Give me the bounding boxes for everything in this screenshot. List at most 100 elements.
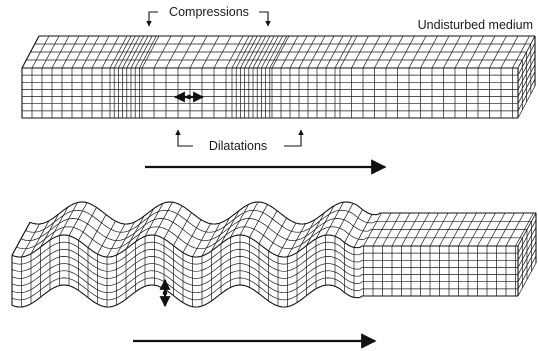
top-column-line xyxy=(61,35,80,69)
top-column-line xyxy=(420,35,438,69)
top-column-line xyxy=(298,35,317,69)
top-column-line xyxy=(431,35,450,69)
top-column-line xyxy=(40,214,59,248)
top-column-line xyxy=(244,35,262,69)
top-column-line xyxy=(466,35,484,69)
top-column-line xyxy=(265,35,283,69)
top-column-line xyxy=(101,35,120,69)
top-column-line xyxy=(391,212,411,247)
side-row-line xyxy=(517,227,537,261)
top-column-line xyxy=(252,35,271,69)
front-row-line xyxy=(11,284,518,308)
dilatations-pointer-right xyxy=(284,129,304,147)
top-column-line xyxy=(325,35,344,69)
top-column-line xyxy=(173,212,192,246)
top-column-line xyxy=(230,204,249,238)
dilatations-label: Dilatations xyxy=(209,139,267,153)
top-row-line xyxy=(29,201,536,225)
top-column-line xyxy=(235,35,254,69)
top-column-line xyxy=(165,35,184,69)
top-column-line xyxy=(231,35,250,69)
top-column-line xyxy=(489,35,507,69)
top-column-line xyxy=(486,212,506,247)
top-column-line xyxy=(144,203,164,237)
top-column-line xyxy=(496,212,515,247)
top-column-line xyxy=(201,222,221,257)
double-headed-horizontal-arrow-icon xyxy=(173,91,205,103)
top-left-edge xyxy=(11,222,31,256)
top-column-line xyxy=(334,35,353,69)
side-row-line xyxy=(517,71,536,104)
top-column-line xyxy=(362,35,381,69)
compressions-pointer-left xyxy=(146,11,158,27)
top-column-line xyxy=(374,35,392,69)
top-row-line xyxy=(16,226,523,250)
top-column-line xyxy=(91,35,110,69)
top-column-line xyxy=(116,221,135,256)
top-left-edge xyxy=(21,35,40,69)
top-column-line xyxy=(289,35,308,69)
top-column-line xyxy=(385,35,404,69)
top-column-line xyxy=(410,212,430,247)
top-column-line xyxy=(139,35,157,69)
top-column-line xyxy=(458,212,477,247)
top-column-line xyxy=(163,205,183,239)
top-column-line xyxy=(269,35,288,69)
front-row-line xyxy=(11,270,518,294)
p-wave-block xyxy=(21,35,536,119)
top-column-line xyxy=(201,35,220,69)
top-column-line xyxy=(106,223,126,258)
top-column-line xyxy=(113,35,132,69)
front-row-line xyxy=(11,248,518,272)
side-row-line xyxy=(517,234,537,268)
top-column-line xyxy=(71,35,90,69)
top-column-line xyxy=(382,212,401,247)
top-column-line xyxy=(351,35,369,69)
top-column-line xyxy=(287,223,306,257)
top-column-line xyxy=(258,210,278,244)
top-column-line xyxy=(59,202,78,236)
double-headed-vertical-arrow-icon xyxy=(159,278,171,308)
top-column-line xyxy=(439,212,458,247)
top-row-line xyxy=(20,218,527,241)
top-column-line xyxy=(153,35,172,69)
top-column-line xyxy=(126,35,145,69)
top-column-line xyxy=(397,35,415,69)
top-column-line xyxy=(130,35,149,69)
top-column-line xyxy=(280,35,299,69)
side-row-line xyxy=(517,255,537,290)
top-column-line xyxy=(325,202,344,236)
top-column-line xyxy=(363,212,382,247)
top-column-line xyxy=(353,214,373,248)
top-column-line xyxy=(118,35,136,69)
top-column-line xyxy=(240,35,258,69)
top-column-line xyxy=(505,212,525,247)
top-column-line xyxy=(277,222,297,257)
front-row-line xyxy=(11,256,518,279)
top-column-line xyxy=(344,209,363,243)
top-column-line xyxy=(420,212,439,247)
top-column-line xyxy=(271,35,290,69)
top-row-line xyxy=(25,209,532,233)
top-column-line xyxy=(261,35,279,69)
side-row-line xyxy=(517,212,537,247)
side-row-line xyxy=(517,241,537,275)
side-row-line xyxy=(517,57,536,90)
side-row-line xyxy=(517,50,536,83)
top-column-line xyxy=(51,35,70,69)
top-column-line xyxy=(68,202,88,236)
top-column-line xyxy=(448,212,468,247)
side-row-line xyxy=(517,35,536,69)
compressions-pointer-right xyxy=(259,11,271,27)
top-column-line xyxy=(135,208,154,242)
top-column-line xyxy=(192,223,211,257)
top-column-line xyxy=(97,220,116,255)
top-column-line xyxy=(500,35,519,69)
undisturbed-medium-label: Undisturbed medium xyxy=(418,18,533,32)
top-column-line xyxy=(239,201,259,236)
top-column-line xyxy=(467,212,487,247)
top-column-line xyxy=(177,35,196,69)
top-column-line xyxy=(315,205,335,239)
top-column-line xyxy=(30,220,50,254)
